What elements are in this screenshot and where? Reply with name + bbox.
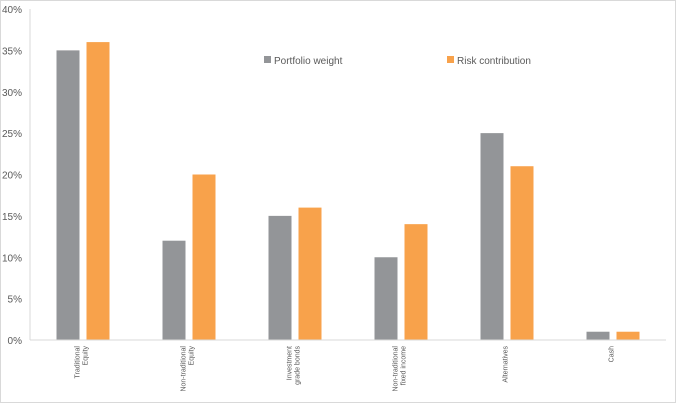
- bar-risk-contribution: [510, 166, 534, 340]
- legend-swatch-risk-contribution: [447, 56, 454, 63]
- x-category-label: Non-traditionalfixed income: [393, 346, 408, 392]
- y-tick-label: 10%: [2, 253, 22, 264]
- x-category-label: Alternatives: [503, 346, 510, 383]
- x-axis: TraditionalEquity Non-traditionalEquity In…: [30, 339, 666, 392]
- bar-portfolio-weight: [268, 215, 292, 340]
- bar-risk-contribution: [404, 224, 428, 340]
- y-tick-label: 35%: [2, 46, 22, 57]
- bar-portfolio-weight: [56, 50, 80, 340]
- bars: [56, 42, 640, 340]
- bar-portfolio-weight: [374, 257, 398, 340]
- y-tick-label: 20%: [2, 171, 22, 182]
- x-category-label: Non-traditionalEquity: [181, 346, 196, 392]
- y-axis: 0% 5% 10% 15% 20% 25% 30% 35% 40%: [2, 5, 31, 347]
- legend-label-risk-contribution: Risk contribution: [457, 56, 531, 67]
- legend: Portfolio weight Risk contribution: [264, 56, 531, 67]
- bar-risk-contribution: [86, 42, 110, 340]
- bar-portfolio-weight: [162, 240, 186, 340]
- legend-swatch-portfolio-weight: [264, 56, 271, 63]
- bar-portfolio-weight: [586, 331, 610, 340]
- bar-portfolio-weight: [480, 133, 504, 340]
- x-category-label: TraditionalEquity: [75, 346, 90, 379]
- legend-label-portfolio-weight: Portfolio weight: [274, 56, 343, 67]
- bar-risk-contribution: [298, 207, 322, 340]
- y-tick-label: 0%: [8, 336, 23, 347]
- y-tick-label: 40%: [2, 5, 22, 16]
- bar-risk-contribution: [616, 331, 640, 340]
- x-category-label: Cash: [609, 346, 616, 362]
- y-tick-label: 15%: [2, 212, 22, 223]
- y-tick-label: 30%: [2, 88, 22, 99]
- y-tick-label: 25%: [2, 129, 22, 140]
- y-tick-label: 5%: [8, 295, 23, 306]
- bar-risk-contribution: [192, 174, 216, 340]
- x-category-label: Investmentgrade bonds: [287, 346, 302, 385]
